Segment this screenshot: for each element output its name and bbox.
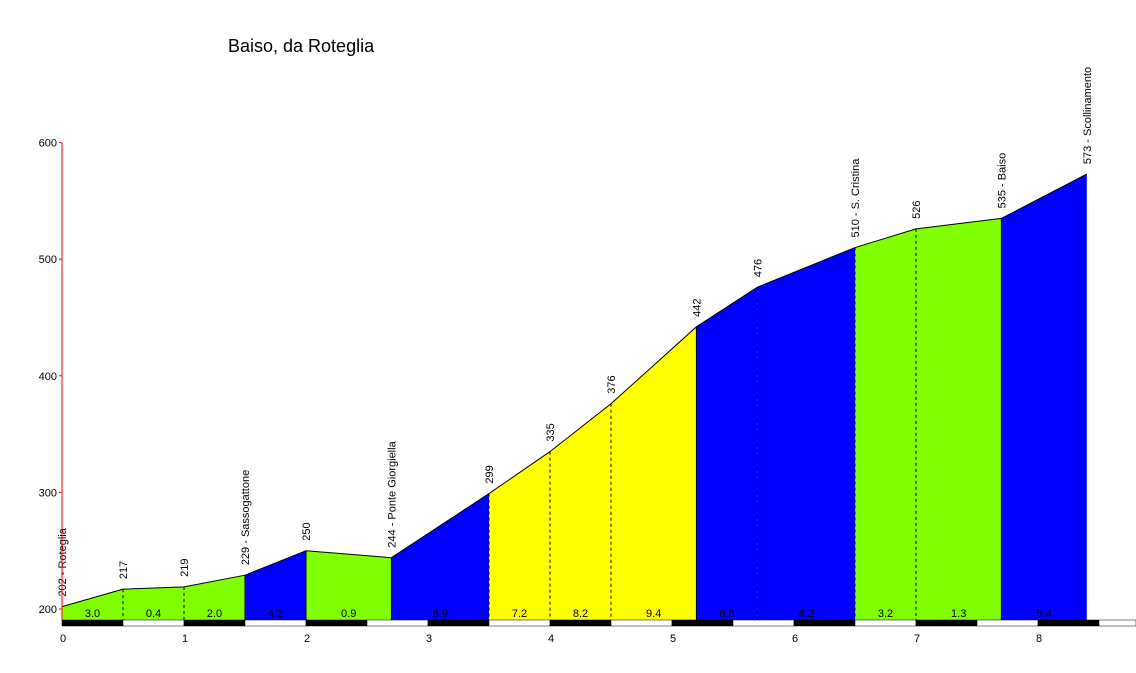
distance-stripe <box>61 619 1136 627</box>
gradient-label-2: 0.4 <box>146 608 161 620</box>
point-label-3: 219 <box>179 558 191 576</box>
gradient-labels: 3.0 0.4 2.0 4.2 0.9 6.9 7.2 8.2 9.4 6.8 4.2 3.2 1.3 5… <box>85 608 1052 620</box>
point-label-11: 476 <box>752 259 764 277</box>
segment-area-9 <box>611 326 697 620</box>
segment-area-2 <box>123 586 184 620</box>
distance-stripe-cell-17 <box>1037 619 1100 627</box>
point-label-10: 442 <box>691 298 703 316</box>
x-tick-label-3: 2 <box>304 633 310 645</box>
point-label-5: 250 <box>301 522 313 540</box>
distance-stripe-cell-13 <box>793 619 856 627</box>
distance-stripe-cell-1 <box>61 619 124 627</box>
point-label-1: 202 - Roteglia <box>57 527 69 596</box>
x-tick-label-5: 4 <box>548 633 554 645</box>
segment-area-14 <box>1001 174 1087 620</box>
profile-areas <box>62 174 1087 621</box>
profile-outline-group <box>61 173 1088 608</box>
distance-stripe-cell-11 <box>671 619 734 627</box>
y-tick-label-4: 300 <box>39 487 57 499</box>
segment-markers <box>122 218 1002 620</box>
x-tick-label-6: 5 <box>670 633 676 645</box>
gradient-label-12: 3.2 <box>878 608 893 620</box>
segment-area-5 <box>306 550 392 620</box>
point-label-15: 573 - Scollinamento <box>1082 67 1094 164</box>
gradient-label-5: 0.9 <box>341 608 356 620</box>
y-tick-label-3: 400 <box>39 371 57 383</box>
point-label-2: 217 <box>118 561 130 579</box>
x-tick-label-4: 3 <box>426 633 432 645</box>
distance-stripe-cell-4 <box>244 619 307 627</box>
gradient-label-1: 3.0 <box>85 608 100 620</box>
point-label-13: 526 <box>911 201 923 219</box>
point-label-12: 510 - S. Cristina <box>850 158 862 238</box>
distance-stripe-cell-8 <box>488 619 551 627</box>
distance-stripe-cell-2 <box>122 619 185 627</box>
segment-area-4 <box>245 550 306 620</box>
distance-stripe-cell-10 <box>610 619 673 627</box>
axes: 600 500 400 300 200 0 1 2 3 4 5 6 7 8 <box>39 138 1042 645</box>
profile-outline <box>61 173 1088 608</box>
distance-stripe-cell-3 <box>183 619 246 627</box>
x-tick-label-9: 8 <box>1036 633 1042 645</box>
gradient-label-8: 8.2 <box>573 608 588 620</box>
distance-stripe-cell-14 <box>854 619 917 627</box>
segment-area-11 <box>757 247 855 621</box>
point-label-7: 299 <box>484 465 496 483</box>
segment-area-7 <box>489 451 550 620</box>
x-tick-label-7: 6 <box>792 633 798 645</box>
segment-area-6 <box>391 493 489 620</box>
y-tick-label-1: 600 <box>39 138 57 150</box>
segment-area-1 <box>62 589 123 620</box>
distance-stripe-cell-15 <box>915 619 978 627</box>
x-tick-label-8: 7 <box>914 633 920 645</box>
point-label-8: 335 <box>545 423 557 441</box>
y-tick-label-5: 200 <box>39 604 57 616</box>
gradient-label-10: 6.8 <box>719 608 734 620</box>
gradient-label-4: 4.2 <box>268 608 283 620</box>
segment-area-10 <box>696 287 758 620</box>
gradient-label-6: 6.9 <box>433 608 448 620</box>
point-label-14: 535 - Baiso <box>996 153 1008 209</box>
distance-stripe-cell-12 <box>732 619 795 627</box>
point-label-9: 376 <box>606 375 618 393</box>
gradient-label-7: 7.2 <box>512 608 527 620</box>
x-tick-label-1: 0 <box>60 633 66 645</box>
gradient-label-11: 4.2 <box>799 608 814 620</box>
distance-stripe-cell-7 <box>427 619 490 627</box>
x-tick-label-2: 1 <box>182 633 188 645</box>
chart-title: Baiso, da Roteglia <box>228 36 375 56</box>
distance-stripe-cell-9 <box>549 619 612 627</box>
point-label-4: 229 - Sassogattone <box>240 470 252 565</box>
segment-area-12 <box>855 228 916 620</box>
distance-stripe-cell-18 <box>1098 619 1136 627</box>
point-label-6: 244 - Ponte Giorgiella <box>386 440 398 547</box>
segment-area-13 <box>916 218 1002 620</box>
distance-stripe-cell-16 <box>976 619 1039 627</box>
point-labels: 202 - Roteglia 217 219 229 - Sassogattone 25… <box>57 67 1094 597</box>
gradient-label-3: 2.0 <box>207 608 222 620</box>
segment-area-3 <box>184 575 245 620</box>
y-tick-label-2: 500 <box>39 254 57 266</box>
gradient-label-13: 1.3 <box>951 608 966 620</box>
distance-stripe-cell-6 <box>366 619 429 627</box>
segment-area-8 <box>550 403 611 620</box>
gradient-label-9: 9.4 <box>646 608 661 620</box>
distance-stripe-cell-5 <box>305 619 368 627</box>
gradient-label-14: 5.4 <box>1036 608 1051 620</box>
